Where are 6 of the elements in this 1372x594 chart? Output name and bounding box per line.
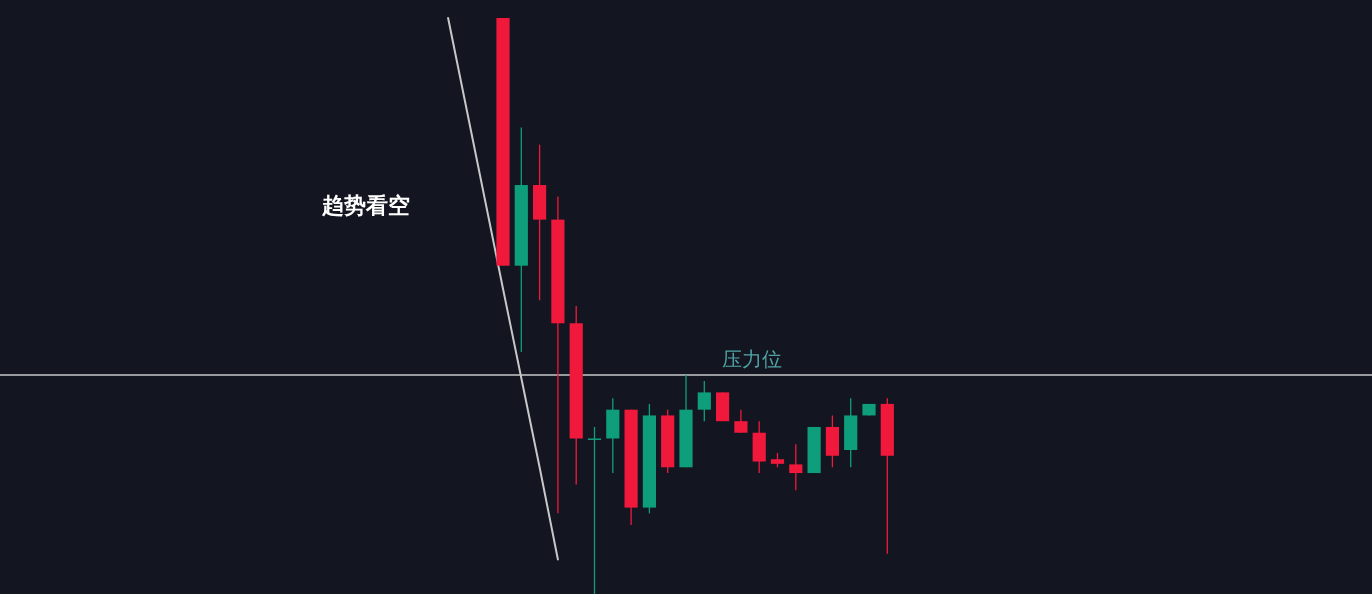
candlestick: [587, 426, 602, 594]
candlestick: [734, 409, 748, 434]
candlestick: [697, 380, 711, 422]
text: 趋势看空: [321, 193, 410, 218]
ref-line-label: 压力位: [722, 347, 782, 372]
candlestick: [789, 443, 803, 491]
